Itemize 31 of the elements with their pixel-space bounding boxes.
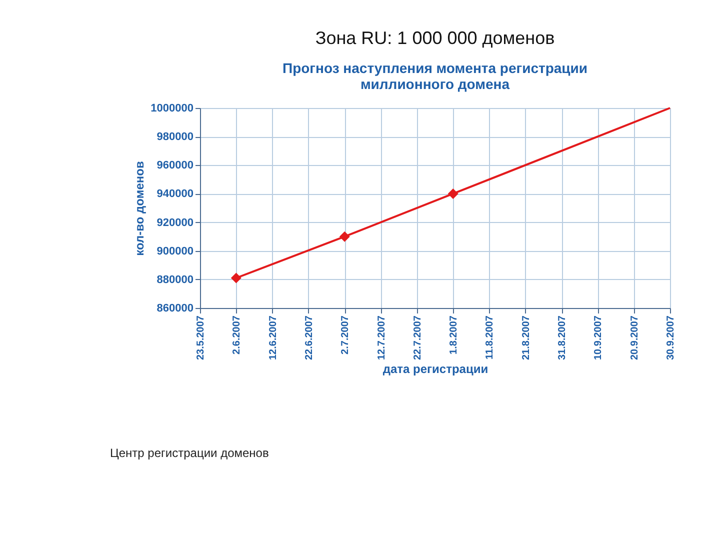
x-tick-label: 12.7.2007 — [376, 315, 388, 360]
x-tick-label: 23.5.2007 — [196, 315, 206, 360]
x-tick-label: 10.9.2007 — [593, 315, 604, 360]
y-tick-label: 1000000 — [150, 102, 194, 114]
x-tick-label: 22.7.2007 — [412, 315, 424, 360]
x-tick-label: 12.6.2007 — [268, 315, 279, 360]
x-tick-label: 11.8.2007 — [484, 315, 496, 360]
point — [339, 231, 350, 242]
x-tick-label: 2.6.2007 — [232, 315, 243, 354]
y-tick-label: 920000 — [156, 216, 194, 229]
x-tick-label: 1.8.2007 — [448, 315, 460, 354]
point — [230, 272, 242, 284]
y-tick-label: 880000 — [156, 274, 194, 286]
point — [448, 188, 458, 199]
y-tick-label: 960000 — [156, 160, 194, 172]
x-tick-label: 2.7.2007 — [340, 315, 352, 354]
text: Центр регистрации доменов — [110, 446, 269, 460]
y-tick-label: 940000 — [156, 188, 194, 200]
y-axis-title: кол-во доменов — [132, 161, 147, 256]
y-tick-label: 900000 — [156, 245, 194, 258]
text: Прогноз наступления момента регистрации — [282, 60, 588, 76]
text: миллионного домена — [360, 76, 510, 92]
x-tick-label: 22.6.2007 — [304, 315, 315, 360]
x-tick-label: 21.8.2007 — [520, 315, 532, 360]
y-tick-label: 980000 — [156, 131, 194, 144]
x-tick-label: 31.8.2007 — [557, 315, 568, 360]
x-tick-label: 20.9.2007 — [629, 315, 640, 360]
chart-title: Зона RU: 1 000 000 доменов — [315, 28, 555, 48]
y-tick-label: 860000 — [156, 302, 194, 314]
x-axis-title: дата регистрации — [382, 362, 488, 376]
x-tick-label: 30.9.2007 — [666, 315, 676, 360]
